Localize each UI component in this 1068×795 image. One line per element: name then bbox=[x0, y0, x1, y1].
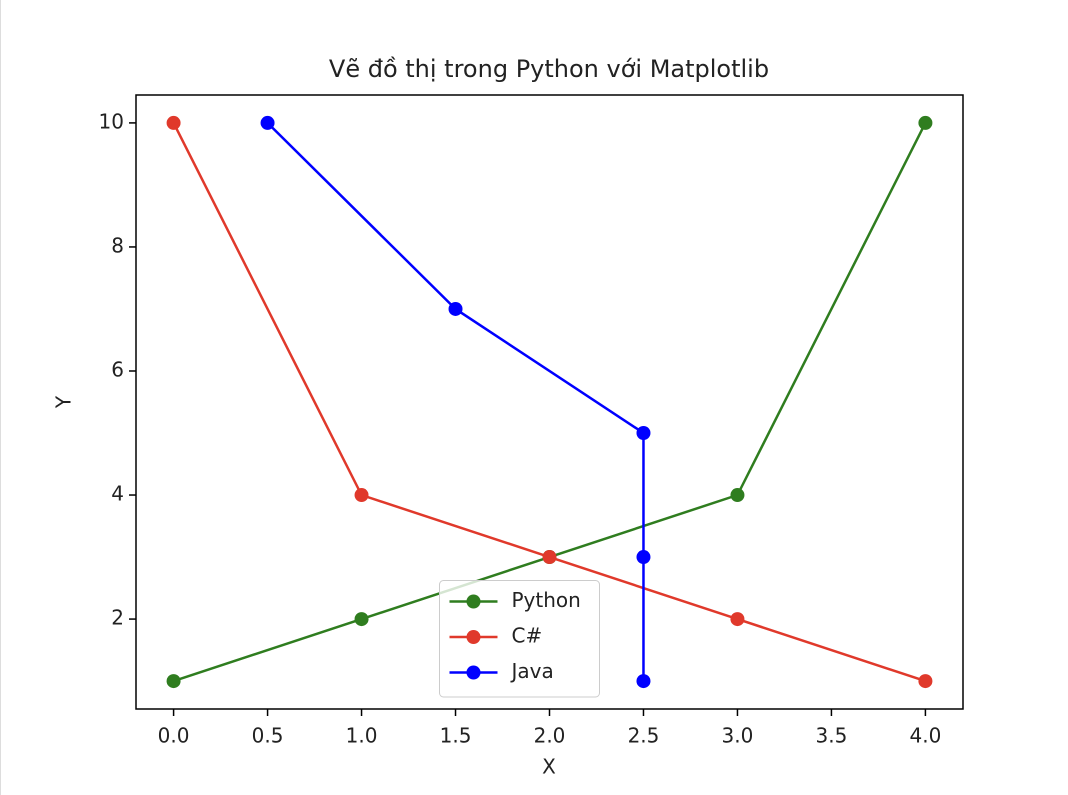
x-tick-label: 1.0 bbox=[346, 724, 378, 748]
x-tick-label: 4.0 bbox=[910, 724, 942, 748]
point bbox=[166, 115, 181, 130]
point bbox=[730, 612, 745, 627]
x-tick-label: 0.5 bbox=[252, 724, 284, 748]
y-tick-label: 2 bbox=[111, 606, 124, 630]
x-axis-label: X bbox=[542, 755, 556, 779]
y-tick-label: 8 bbox=[111, 233, 124, 257]
point bbox=[918, 115, 933, 130]
x-tick-label: 1.5 bbox=[440, 724, 472, 748]
point bbox=[354, 612, 369, 627]
point bbox=[354, 488, 369, 503]
legend-marker bbox=[466, 594, 481, 609]
legend-label: Java bbox=[510, 659, 554, 683]
plot-frame bbox=[135, 94, 964, 710]
legend-box bbox=[439, 580, 600, 698]
point bbox=[260, 115, 275, 130]
legend-marker bbox=[466, 630, 481, 644]
legend-marker bbox=[466, 665, 481, 680]
point bbox=[730, 488, 745, 503]
y-tick-label: 6 bbox=[111, 357, 124, 381]
point bbox=[166, 674, 181, 689]
x-tick-label: 2.0 bbox=[534, 724, 566, 748]
point bbox=[636, 674, 651, 689]
x-tick-label: 3.5 bbox=[816, 724, 848, 748]
point bbox=[542, 550, 557, 565]
y-axis-label: Y bbox=[52, 395, 76, 409]
y-tick-label: 10 bbox=[99, 109, 124, 133]
point bbox=[448, 301, 463, 316]
legend-label: C# bbox=[512, 624, 543, 648]
x-tick-label: 3.0 bbox=[722, 724, 754, 748]
x-tick-label: 2.5 bbox=[628, 724, 660, 748]
y-tick-label: 4 bbox=[111, 482, 124, 506]
chart-title: Vẽ đồ thị trong Python với Matplotlib bbox=[329, 55, 769, 83]
x-tick-label: 0.0 bbox=[158, 724, 190, 748]
point bbox=[636, 426, 651, 441]
point bbox=[918, 674, 933, 689]
point bbox=[636, 550, 651, 565]
legend-label: Python bbox=[512, 588, 581, 612]
